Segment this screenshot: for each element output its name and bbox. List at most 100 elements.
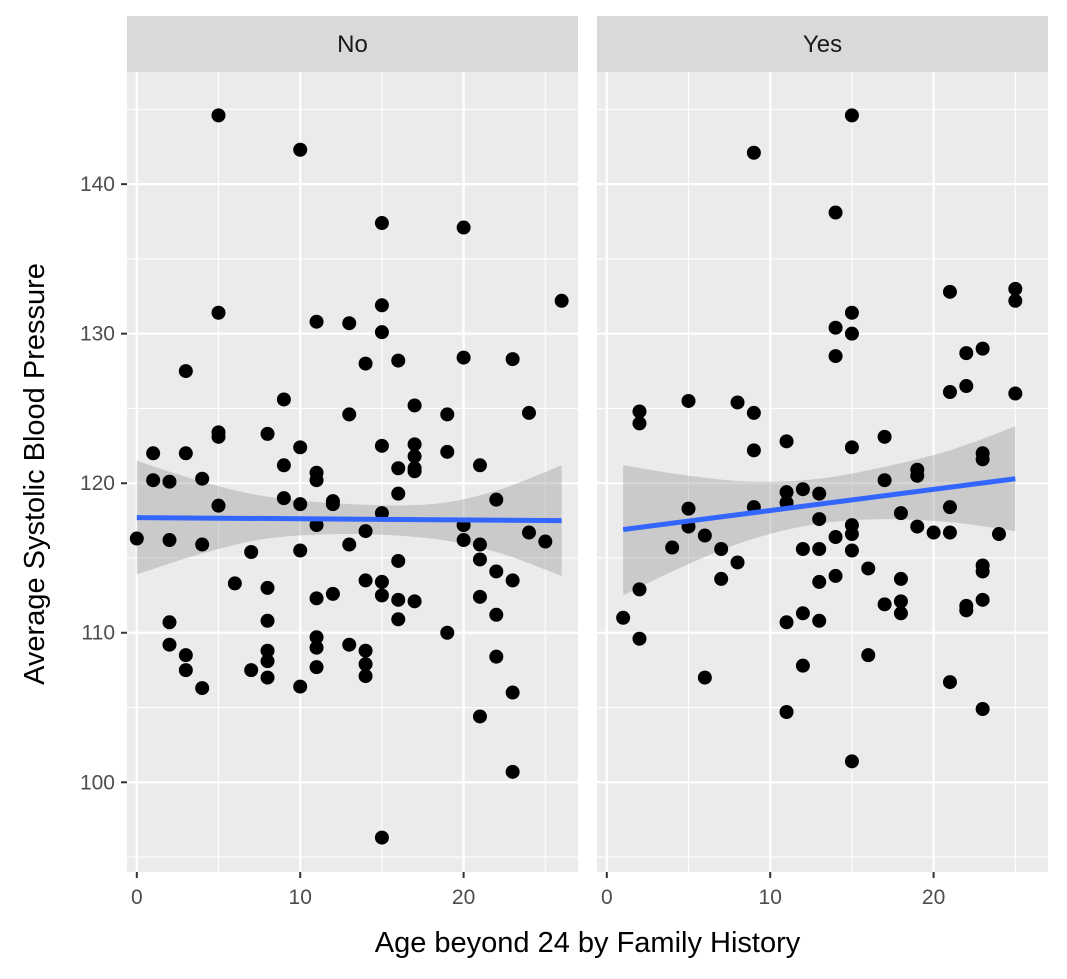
points-no xyxy=(129,108,569,845)
data-point xyxy=(746,443,761,458)
data-point xyxy=(260,580,275,595)
data-point xyxy=(244,545,259,559)
data-point xyxy=(260,670,275,685)
data-point xyxy=(276,458,291,473)
data-point xyxy=(293,440,308,455)
data-point xyxy=(407,449,422,464)
data-point xyxy=(358,573,373,588)
data-point xyxy=(926,525,941,540)
y-tick-label: 110 xyxy=(82,622,115,645)
grid-yes xyxy=(597,72,1048,872)
data-point xyxy=(456,533,471,548)
data-point xyxy=(828,349,843,364)
data-point xyxy=(505,352,520,367)
data-point xyxy=(697,528,712,543)
data-point xyxy=(391,592,406,607)
data-point xyxy=(374,830,389,845)
data-point xyxy=(407,398,422,413)
data-point xyxy=(795,606,810,621)
data-point xyxy=(959,379,974,394)
regression-line-yes xyxy=(622,476,1016,533)
data-point xyxy=(521,525,536,540)
data-point xyxy=(391,486,406,501)
data-point xyxy=(211,498,226,513)
data-point xyxy=(162,533,177,548)
data-point xyxy=(293,679,308,694)
strip-background-yes xyxy=(597,16,1048,72)
data-point xyxy=(505,764,520,779)
data-point xyxy=(632,582,647,597)
data-point xyxy=(975,564,990,579)
data-point xyxy=(309,518,324,533)
data-point xyxy=(779,434,794,449)
data-point xyxy=(293,543,308,558)
data-point xyxy=(812,542,827,557)
data-point xyxy=(828,568,843,583)
data-point xyxy=(616,610,631,625)
data-point xyxy=(276,491,291,506)
data-point xyxy=(844,326,859,341)
data-point xyxy=(260,426,275,441)
data-point xyxy=(374,298,389,313)
data-point xyxy=(861,561,876,576)
data-point xyxy=(489,649,504,664)
data-point xyxy=(942,500,957,515)
data-point xyxy=(309,473,324,488)
data-point xyxy=(554,293,569,308)
data-point xyxy=(942,525,957,540)
data-point xyxy=(828,205,843,220)
data-point xyxy=(260,654,275,669)
data-point xyxy=(391,612,406,627)
data-point xyxy=(489,607,504,622)
y-axis-title: Average Systolic Blood Pressure xyxy=(19,263,51,685)
data-point xyxy=(260,643,275,658)
data-point xyxy=(779,485,794,500)
data-point xyxy=(942,385,957,399)
data-point xyxy=(795,482,810,497)
data-point xyxy=(440,407,455,422)
data-point xyxy=(325,497,340,512)
data-point xyxy=(812,613,827,628)
data-point xyxy=(779,615,794,630)
data-point xyxy=(309,591,324,606)
data-point xyxy=(472,589,487,604)
data-point xyxy=(1008,281,1023,296)
data-point xyxy=(374,438,389,453)
data-point xyxy=(358,643,373,658)
data-point xyxy=(162,474,177,489)
data-point xyxy=(714,542,729,557)
data-point xyxy=(260,613,275,628)
x-axis-ticks-yes: 0 10 20 xyxy=(601,872,945,909)
data-point xyxy=(844,305,859,320)
data-point xyxy=(844,754,859,769)
data-point xyxy=(505,685,520,700)
y-tick-label: 120 xyxy=(80,472,115,495)
x-axis-title: Age beyond 24 by Family History xyxy=(375,927,801,959)
data-point xyxy=(456,220,471,235)
data-point xyxy=(844,543,859,558)
strip-label-yes: Yes xyxy=(803,31,842,58)
data-point xyxy=(505,573,520,588)
data-point xyxy=(472,537,487,552)
data-point xyxy=(779,705,794,719)
data-point xyxy=(877,597,892,612)
y-axis-ticks: 100 110 120 130 140 xyxy=(80,173,127,794)
fit-line-yes xyxy=(622,476,1016,533)
data-point xyxy=(730,395,745,410)
plot-area-no xyxy=(127,72,578,872)
data-point xyxy=(391,461,406,476)
data-point xyxy=(472,552,487,567)
data-point xyxy=(146,473,161,488)
data-point xyxy=(746,145,761,160)
data-point xyxy=(162,637,177,652)
data-point xyxy=(877,429,892,444)
data-point xyxy=(162,615,177,630)
data-point xyxy=(538,534,553,549)
fit-line-no xyxy=(136,515,562,524)
data-point xyxy=(795,542,810,557)
data-point xyxy=(632,631,647,646)
data-point xyxy=(211,108,226,123)
data-point xyxy=(991,527,1006,542)
data-point xyxy=(828,530,843,545)
data-point xyxy=(195,471,210,486)
